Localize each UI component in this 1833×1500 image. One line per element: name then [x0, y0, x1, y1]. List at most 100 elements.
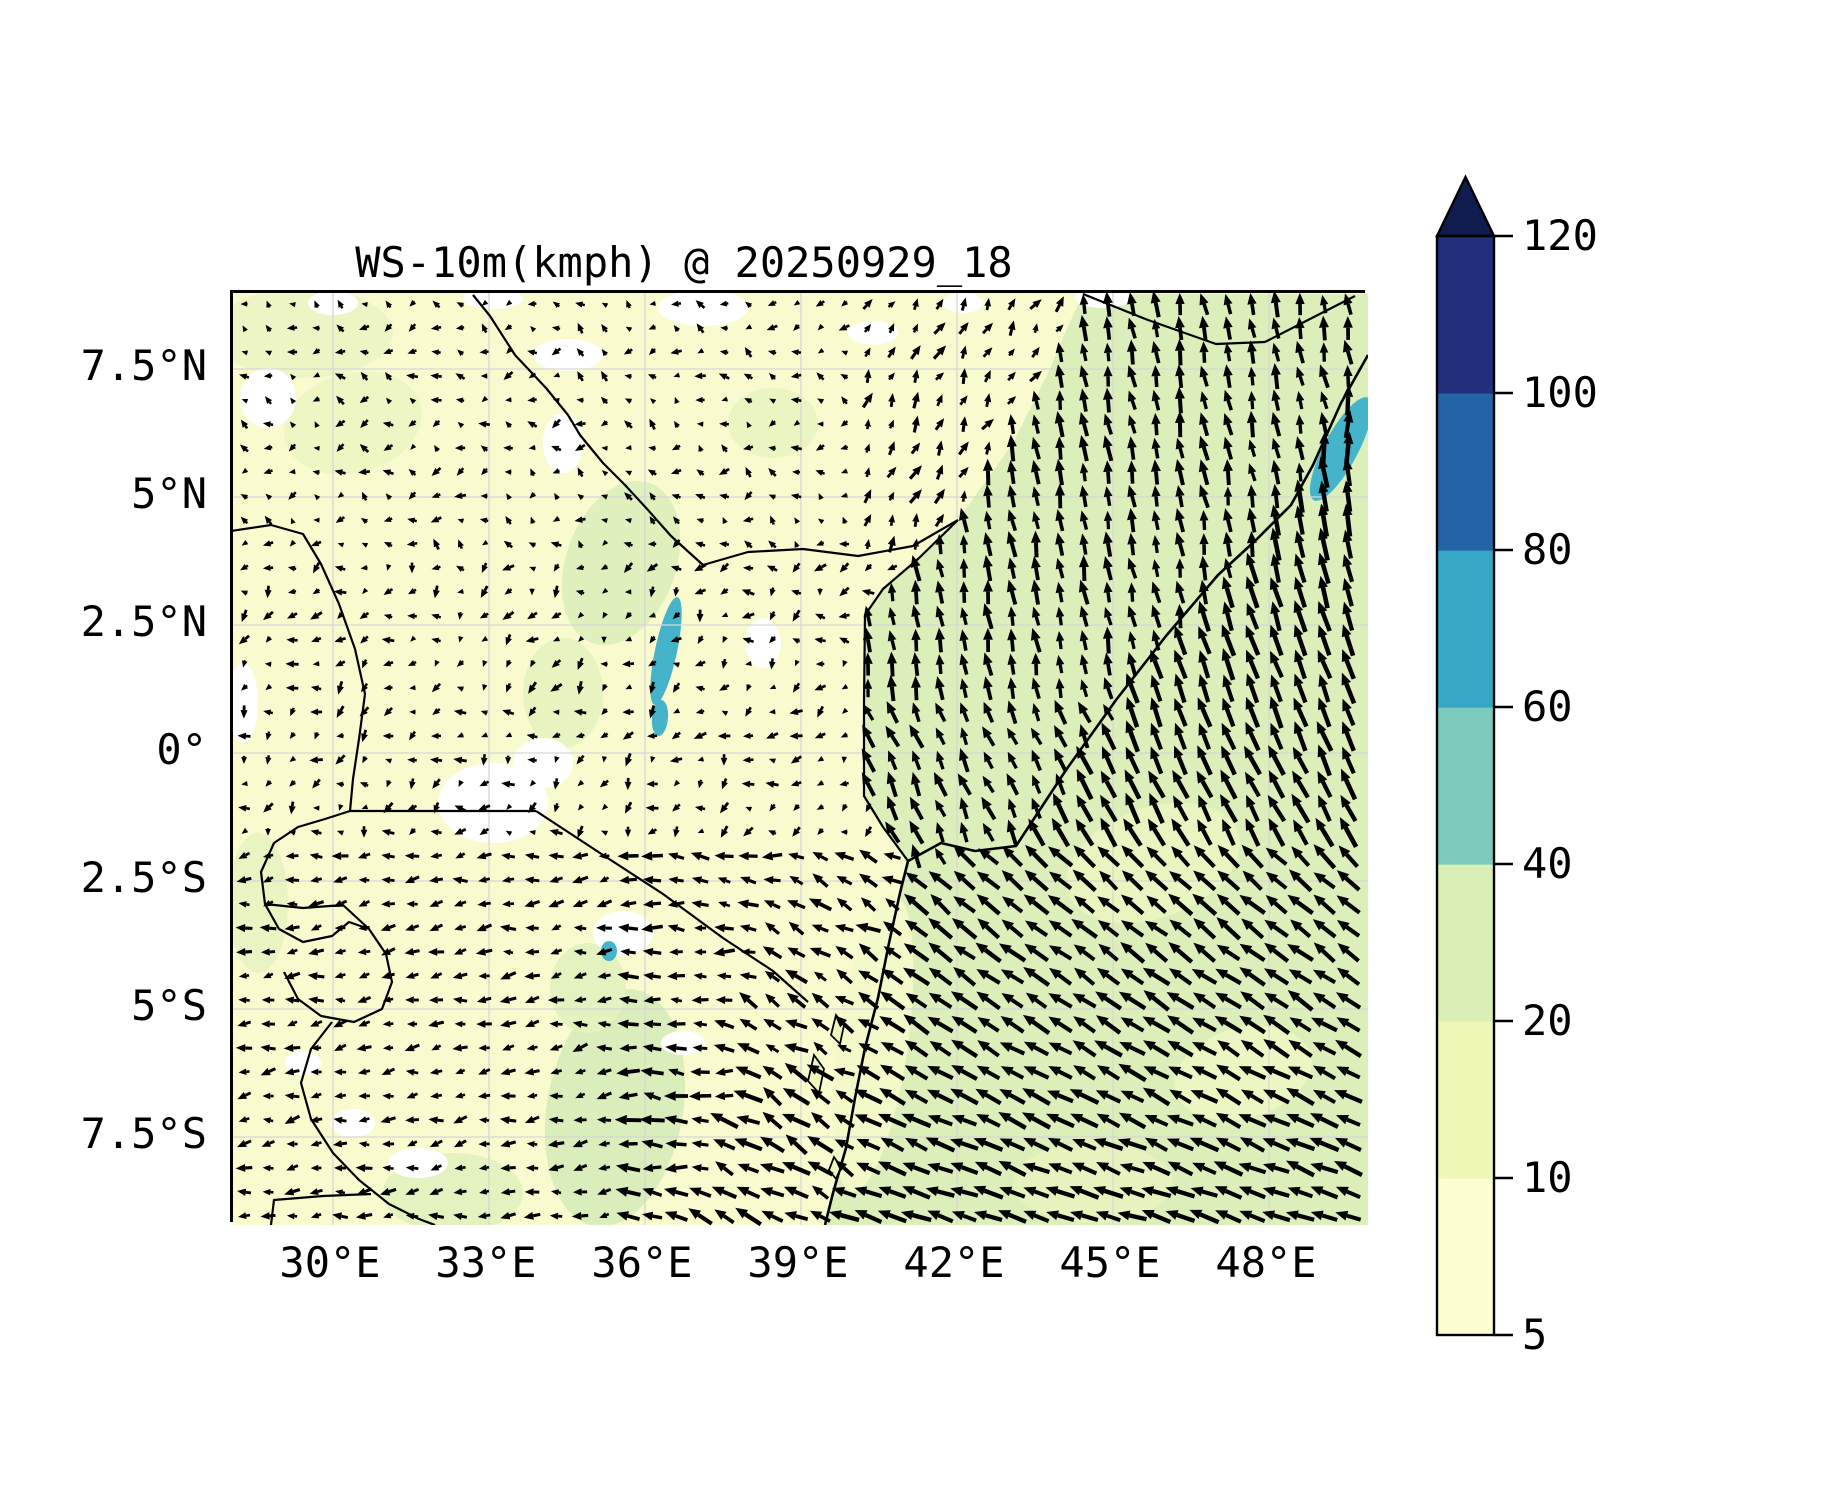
wind-arrow-head: [1078, 579, 1089, 593]
wind-arrow-shaft: [1250, 351, 1256, 364]
wind-arrow-head: [650, 756, 656, 763]
wind-arrow-shaft: [1058, 640, 1063, 650]
wind-arrow-shaft: [1106, 592, 1112, 603]
wind-arrow-head: [928, 918, 941, 930]
wind-arrow-head: [711, 1186, 725, 1197]
wind-arrow-head: [817, 398, 825, 404]
wind-arrow-shaft: [268, 329, 272, 332]
wind-arrow-shaft: [437, 419, 441, 424]
wind-arrow-head: [761, 1210, 774, 1221]
wind-arrow-shaft: [819, 879, 829, 888]
wind-arrow-shaft: [556, 1141, 565, 1146]
wind-arrow-head: [1032, 702, 1041, 714]
wind-arrow-shaft: [843, 1094, 854, 1104]
wind-arrow-head: [960, 490, 967, 499]
colorbar: [1435, 174, 1513, 1337]
wind-arrow-shaft: [1034, 735, 1043, 746]
wind-arrow-shaft: [792, 1068, 809, 1083]
wind-arrow-shaft: [961, 901, 976, 914]
wind-arrow-shaft: [1296, 707, 1309, 728]
wind-arrow-head: [834, 996, 847, 1005]
wind-arrow-head: [911, 652, 921, 665]
wind-arrow-head: [410, 635, 417, 642]
wind-arrow-head: [573, 924, 583, 932]
wind-arrow-shaft: [365, 1069, 371, 1073]
wind-arrow-head: [912, 489, 922, 500]
wind-arrow-head: [903, 943, 917, 955]
wind-arrow-shaft: [1296, 1045, 1313, 1058]
wind-arrow-head: [381, 852, 391, 860]
wind-arrow-head: [1294, 505, 1305, 519]
wind-arrow-head: [456, 302, 464, 308]
wind-arrow-head: [1007, 798, 1017, 810]
wind-arrow-head: [695, 685, 704, 692]
wind-arrow-head: [598, 1164, 607, 1171]
wind-arrow-head: [691, 876, 703, 885]
wind-arrow-head: [333, 875, 343, 883]
wind-arrow-head: [287, 565, 296, 572]
colorbar-tick-label: 20: [1522, 996, 1573, 1045]
wind-arrow-shaft: [888, 377, 892, 381]
wind-arrow-head: [1270, 722, 1280, 736]
wind-arrow-head: [1054, 725, 1065, 739]
wind-arrow-head: [410, 443, 417, 450]
wind-arrow-shaft: [413, 420, 417, 424]
wind-arrow-head: [574, 444, 584, 451]
wind-arrow-head: [1168, 893, 1181, 906]
wind-arrow-shaft: [341, 419, 346, 424]
wind-arrow-head: [769, 612, 776, 621]
wind-arrow-head: [334, 565, 344, 572]
wind-arrow-shaft: [413, 1092, 419, 1097]
wind-arrow-shaft: [865, 757, 877, 773]
wind-arrow-head: [525, 636, 535, 644]
wind-arrow-shaft: [366, 1143, 370, 1147]
wind-arrow-head: [811, 924, 823, 933]
wind-arrow-shaft: [1106, 1069, 1121, 1081]
wind-arrow-head: [719, 349, 728, 356]
wind-arrow-shaft: [1248, 563, 1260, 585]
wind-arrow-head: [335, 515, 344, 523]
wind-arrow-head: [814, 637, 823, 644]
wind-arrow-head: [262, 1092, 271, 1100]
wind-arrow-shaft: [1248, 586, 1260, 609]
wind-arrow-shaft: [1154, 375, 1159, 388]
wind-arrow-shaft: [961, 498, 965, 502]
wind-arrow-shaft: [748, 878, 757, 885]
wind-arrow-head: [524, 972, 534, 980]
wind-arrow-shaft: [1297, 828, 1309, 846]
wind-arrow-head: [643, 1092, 655, 1101]
wind-arrow-head: [453, 1212, 463, 1220]
wind-arrow-shaft: [938, 807, 947, 818]
wind-arrow-shaft: [725, 684, 730, 689]
wind-arrow-head: [1215, 992, 1229, 1003]
wind-arrow-head: [527, 612, 536, 620]
wind-arrow-head: [1150, 722, 1160, 736]
wind-arrow-shaft: [844, 803, 847, 807]
wind-arrow-shaft: [1345, 350, 1354, 365]
wind-arrow-head: [1095, 1015, 1109, 1027]
wind-arrow-head: [1174, 338, 1185, 351]
wind-arrow-head: [1340, 768, 1351, 782]
wind-arrow-head: [925, 1137, 939, 1148]
wind-arrow-head: [928, 992, 942, 1004]
wind-arrow-shaft: [509, 877, 515, 881]
wind-arrow-shaft: [959, 400, 964, 406]
wind-arrow-head: [1080, 679, 1089, 691]
wind-arrow-head: [1001, 896, 1015, 908]
wind-arrow-head: [887, 535, 896, 547]
wind-arrow-shaft: [580, 1042, 589, 1049]
wind-arrow-head: [858, 943, 871, 956]
wind-arrow-head: [1103, 704, 1113, 715]
wind-arrow-head: [499, 924, 510, 933]
wind-arrow-head: [792, 684, 800, 693]
wind-arrow-shaft: [389, 661, 394, 665]
wind-arrow-head: [500, 1164, 510, 1172]
wind-arrow-head: [788, 852, 799, 861]
wind-arrow-head: [1007, 700, 1017, 714]
wind-arrow-shaft: [701, 495, 706, 500]
wind-arrow-shaft: [1178, 615, 1183, 629]
wind-arrow-shaft: [986, 711, 995, 724]
wind-arrow-shaft: [889, 686, 896, 702]
wind-arrow-head: [672, 611, 681, 620]
wind-arrow-head: [356, 1187, 367, 1196]
